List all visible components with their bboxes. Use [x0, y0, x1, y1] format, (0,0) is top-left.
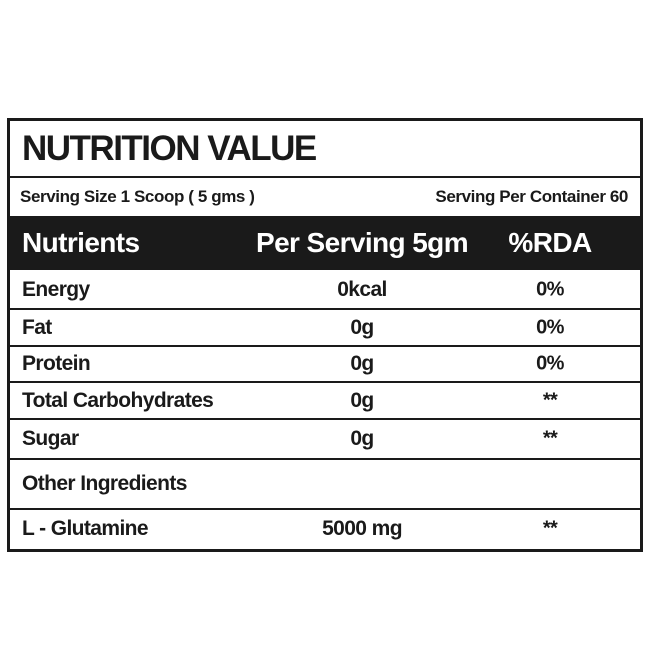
table-cell: ** [542, 517, 558, 540]
header-row: Nutrients Per Serving 5gm %RDA [10, 216, 640, 270]
table-row: Fat 0g 0% [10, 310, 640, 347]
header-cell: Per Serving 5gm [256, 227, 469, 258]
table-row: Protein 0g 0% [10, 347, 640, 383]
serving-row: Serving Size 1 Scoop ( 5 gms ) Serving P… [10, 178, 640, 216]
table-row: Total Carbohydrates 0g ** [10, 383, 640, 420]
title-row: NUTRITION VALUE [10, 121, 640, 178]
table-cell: 5000 mg [322, 517, 402, 540]
serving-size: Serving Size 1 Scoop ( 5 gms ) [20, 187, 255, 206]
table-cell: 0g [350, 352, 374, 375]
section-title: Other Ingredients [22, 472, 187, 495]
table-cell: Total Carbohydrates [22, 388, 214, 412]
table-cell: ** [542, 389, 558, 411]
serving-per-container: Serving Per Container 60 [435, 187, 628, 206]
table-cell: ** [542, 427, 558, 450]
header-cell: %RDA [508, 227, 592, 258]
table-cell: Sugar [22, 427, 79, 450]
table-cell: 0% [536, 278, 564, 301]
table-row: Energy 0kcal 0% [10, 272, 640, 310]
header-cell: Nutrients [22, 227, 140, 258]
table-cell: 0g [350, 315, 374, 339]
title: NUTRITION VALUE [22, 128, 317, 168]
table-row: Sugar 0g ** [10, 420, 640, 460]
nutrition-table: NUTRITION VALUE Serving Size 1 Scoop ( 5… [7, 118, 643, 552]
table-cell: 0% [536, 316, 564, 338]
table-cell: 0g [350, 388, 374, 412]
table-cell: 0g [350, 427, 374, 450]
table-cell: L - Glutamine [22, 517, 149, 540]
table-cell: Energy [22, 278, 90, 301]
table-cell: 0kcal [337, 278, 387, 301]
table-cell: 0% [536, 352, 564, 375]
section-row: Other Ingredients [10, 460, 640, 510]
table-cell: Protein [22, 352, 91, 375]
table-row: L - Glutamine 5000 mg ** [10, 510, 640, 548]
table-cell: Fat [22, 315, 52, 339]
